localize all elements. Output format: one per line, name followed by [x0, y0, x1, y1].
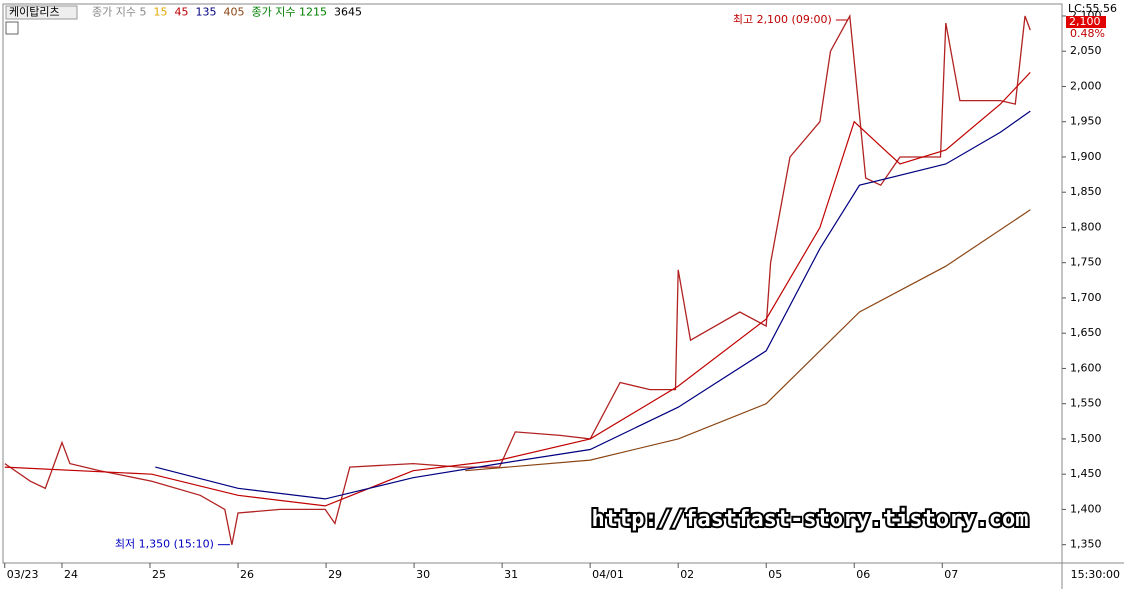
legend-entry: 종가 지수 1215	[251, 6, 326, 19]
watermark: http://fastfast-story.tistory.com	[591, 507, 1028, 532]
series-line	[4, 13, 1031, 545]
x-tick-label: 07	[944, 568, 958, 581]
legend-entry: 종가 지수 5	[92, 6, 146, 19]
series-line	[4, 71, 1031, 507]
x-tick-label: 26	[240, 568, 254, 581]
x-tick-label: 05	[768, 568, 782, 581]
y-tick-label: 1,900	[1070, 150, 1102, 163]
x-tick-label: 24	[64, 568, 78, 581]
legend-entry: 135	[195, 6, 216, 19]
y-tick-label: 1,400	[1070, 502, 1102, 515]
annotation: 최저 1,350 (15:10)	[115, 538, 214, 551]
x-tick-label: 31	[504, 568, 518, 581]
y-tick-label: 1,700	[1070, 291, 1102, 304]
legend-entry: 3645	[334, 6, 362, 19]
legend-entry: 405	[223, 6, 244, 19]
y-tick-label: 2,000	[1070, 79, 1102, 92]
y-tick-label: 1,500	[1070, 432, 1102, 445]
y-tick-label: 1,550	[1070, 397, 1102, 410]
x-tick-label: 06	[856, 568, 870, 581]
ticker-box	[5, 5, 78, 20]
y-tick-label: 1,850	[1070, 185, 1102, 198]
x-tick-label: 03/23	[7, 568, 39, 581]
y-tick-label: 1,750	[1070, 256, 1102, 269]
grid-icon	[5, 21, 19, 35]
last-price: 2,100	[1069, 15, 1101, 28]
ticker: 케이탑리츠	[9, 6, 60, 19]
annotation: 최고 2,100 (09:00)	[733, 13, 832, 26]
series-line	[465, 209, 1031, 472]
time-label: 15:30:00	[1071, 568, 1120, 581]
x-tick-label: 29	[328, 568, 342, 581]
x-tick-label: 30	[416, 568, 430, 581]
y-tick-label: 1,800	[1070, 220, 1102, 233]
x-tick-label: 04/01	[592, 568, 624, 581]
y-tick-label: 1,350	[1070, 538, 1102, 551]
y-tick-label: 2,050	[1070, 44, 1102, 57]
x-tick-label: 25	[152, 568, 166, 581]
legend-entry: 15	[153, 6, 167, 19]
last-price-box	[1066, 16, 1106, 28]
x-tick-label: 02	[680, 568, 694, 581]
y-tick-label: 1,450	[1070, 467, 1102, 480]
series-line	[155, 110, 1031, 500]
legend-entry: 45	[174, 6, 188, 19]
y-tick-label: 1,950	[1070, 115, 1102, 128]
y-tick-label: 1,600	[1070, 361, 1102, 374]
change: 0.48%	[1070, 27, 1105, 40]
y-tick-label: 1,650	[1070, 326, 1102, 339]
lc-label: LC:55.56	[1068, 2, 1117, 15]
